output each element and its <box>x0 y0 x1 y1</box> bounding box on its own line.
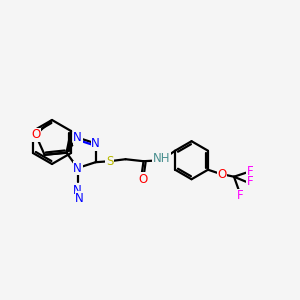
Text: NH: NH <box>153 152 170 165</box>
Text: N: N <box>91 137 100 150</box>
Text: O: O <box>218 168 226 181</box>
Text: F: F <box>247 175 253 188</box>
Text: F: F <box>247 165 253 178</box>
Text: S: S <box>106 155 113 168</box>
Text: F: F <box>237 189 243 202</box>
Text: O: O <box>31 128 40 141</box>
Text: N: N <box>73 131 82 144</box>
Text: N: N <box>73 161 82 175</box>
Text: N: N <box>75 191 84 205</box>
Text: N: N <box>73 184 82 197</box>
Text: O: O <box>138 173 147 186</box>
